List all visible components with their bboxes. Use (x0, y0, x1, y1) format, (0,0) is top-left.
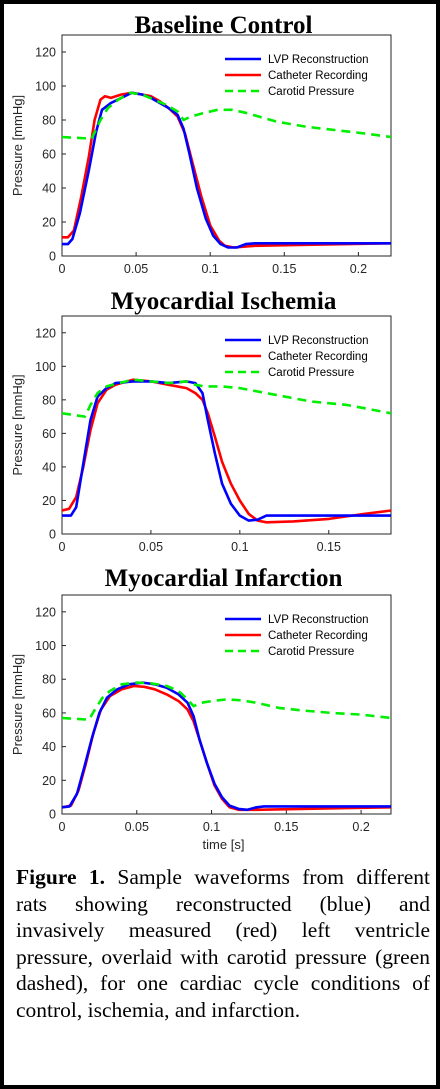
x-tick-label: 0.05 (125, 820, 149, 834)
y-tick-label: 20 (42, 494, 56, 508)
series-line-carotid-pressure (62, 378, 391, 418)
y-tick-label: 80 (42, 114, 56, 128)
legend-label-carotid-pressure: Carotid Pressure (268, 367, 354, 379)
y-axis-label: Pressure [mmHg] (10, 654, 25, 755)
plot-area (61, 594, 392, 815)
y-tick-label: 60 (42, 148, 56, 162)
legend-label-catheter-recording: Catheter Recording (268, 630, 368, 642)
x-tick-label: 0.05 (139, 540, 163, 554)
x-tick-label: 0.05 (124, 262, 148, 276)
y-tick-label: 0 (49, 808, 56, 822)
x-tick-label: 0.15 (274, 820, 298, 834)
x-tick-label: 0.1 (231, 540, 248, 554)
y-tick-label: 40 (42, 182, 56, 196)
legend-label-lvp-reconstruction: LVP Reconstruction (268, 614, 369, 626)
x-tick-label: 0 (59, 540, 66, 554)
y-tick-label: 60 (42, 706, 56, 720)
x-tick-label: 0.1 (202, 262, 219, 276)
chart-title: Myocardial Ischemia (111, 288, 337, 315)
x-tick-label: 0.2 (352, 820, 369, 834)
x-tick-label: 0 (59, 820, 66, 834)
y-tick-label: 40 (42, 460, 56, 474)
x-tick-label: 0.1 (203, 820, 220, 834)
chart-panel-2: Myocardial Ischemia 0 20 40 60 80 100 120 0 0.05 0… (10, 288, 392, 554)
y-tick-label: 20 (42, 774, 56, 788)
y-axis-label: Pressure [mmHg] (10, 374, 25, 475)
y-tick-label: 40 (42, 740, 56, 754)
y-tick-label: 120 (35, 605, 56, 619)
y-axis-label: Pressure [mmHg] (10, 95, 25, 196)
figure-caption: Figure 1. Sample waveforms from differen… (16, 864, 430, 1024)
y-tick-label: 120 (35, 326, 56, 340)
y-tick-label: 100 (35, 80, 56, 94)
legend-label-catheter-recording: Catheter Recording (268, 70, 368, 82)
chart-title: Myocardial Infarction (105, 565, 343, 592)
legend-label-carotid-pressure: Carotid Pressure (268, 86, 354, 98)
y-tick-label: 80 (42, 393, 56, 407)
series-line-lvp-reconstruction (62, 681, 391, 812)
plot-area (61, 315, 392, 535)
y-tick-label: 20 (42, 216, 56, 230)
y-tick-label: 100 (35, 639, 56, 653)
legend-label-catheter-recording: Catheter Recording (268, 351, 368, 363)
y-tick-label: 60 (42, 427, 56, 441)
chart-panel-3: Myocardial Infarction 0 20 40 60 80 100 120 0 0.0… (10, 565, 392, 852)
caption-text: Sample waveforms from different rats sho… (16, 865, 431, 1022)
y-tick-label: 80 (42, 673, 56, 687)
x-tick-label: 0.15 (272, 262, 296, 276)
y-tick-label: 120 (35, 46, 56, 60)
y-tick-label: 0 (49, 528, 56, 542)
series-line-carotid-pressure (62, 681, 391, 721)
x-tick-label: 0.15 (317, 540, 341, 554)
x-axis-label: time [s] (203, 837, 245, 852)
series-line-catheter-recording (62, 378, 391, 524)
y-tick-label: 100 (35, 360, 56, 374)
x-tick-label: 0 (59, 262, 66, 276)
caption-label: Figure 1. (16, 865, 106, 889)
x-tick-label: 0.2 (350, 262, 367, 276)
legend-label-lvp-reconstruction: LVP Reconstruction (268, 54, 369, 66)
legend-label-lvp-reconstruction: LVP Reconstruction (268, 335, 369, 347)
series-line-lvp-reconstruction (62, 91, 391, 249)
plot-area (61, 34, 392, 257)
series-line-carotid-pressure (62, 91, 391, 140)
figure-panel: Baseline Control 0 20 40 60 80 100 120 0 0.05 0.1 0… (4, 4, 436, 1085)
legend-label-carotid-pressure: Carotid Pressure (268, 646, 354, 658)
y-tick-label: 0 (49, 250, 56, 264)
